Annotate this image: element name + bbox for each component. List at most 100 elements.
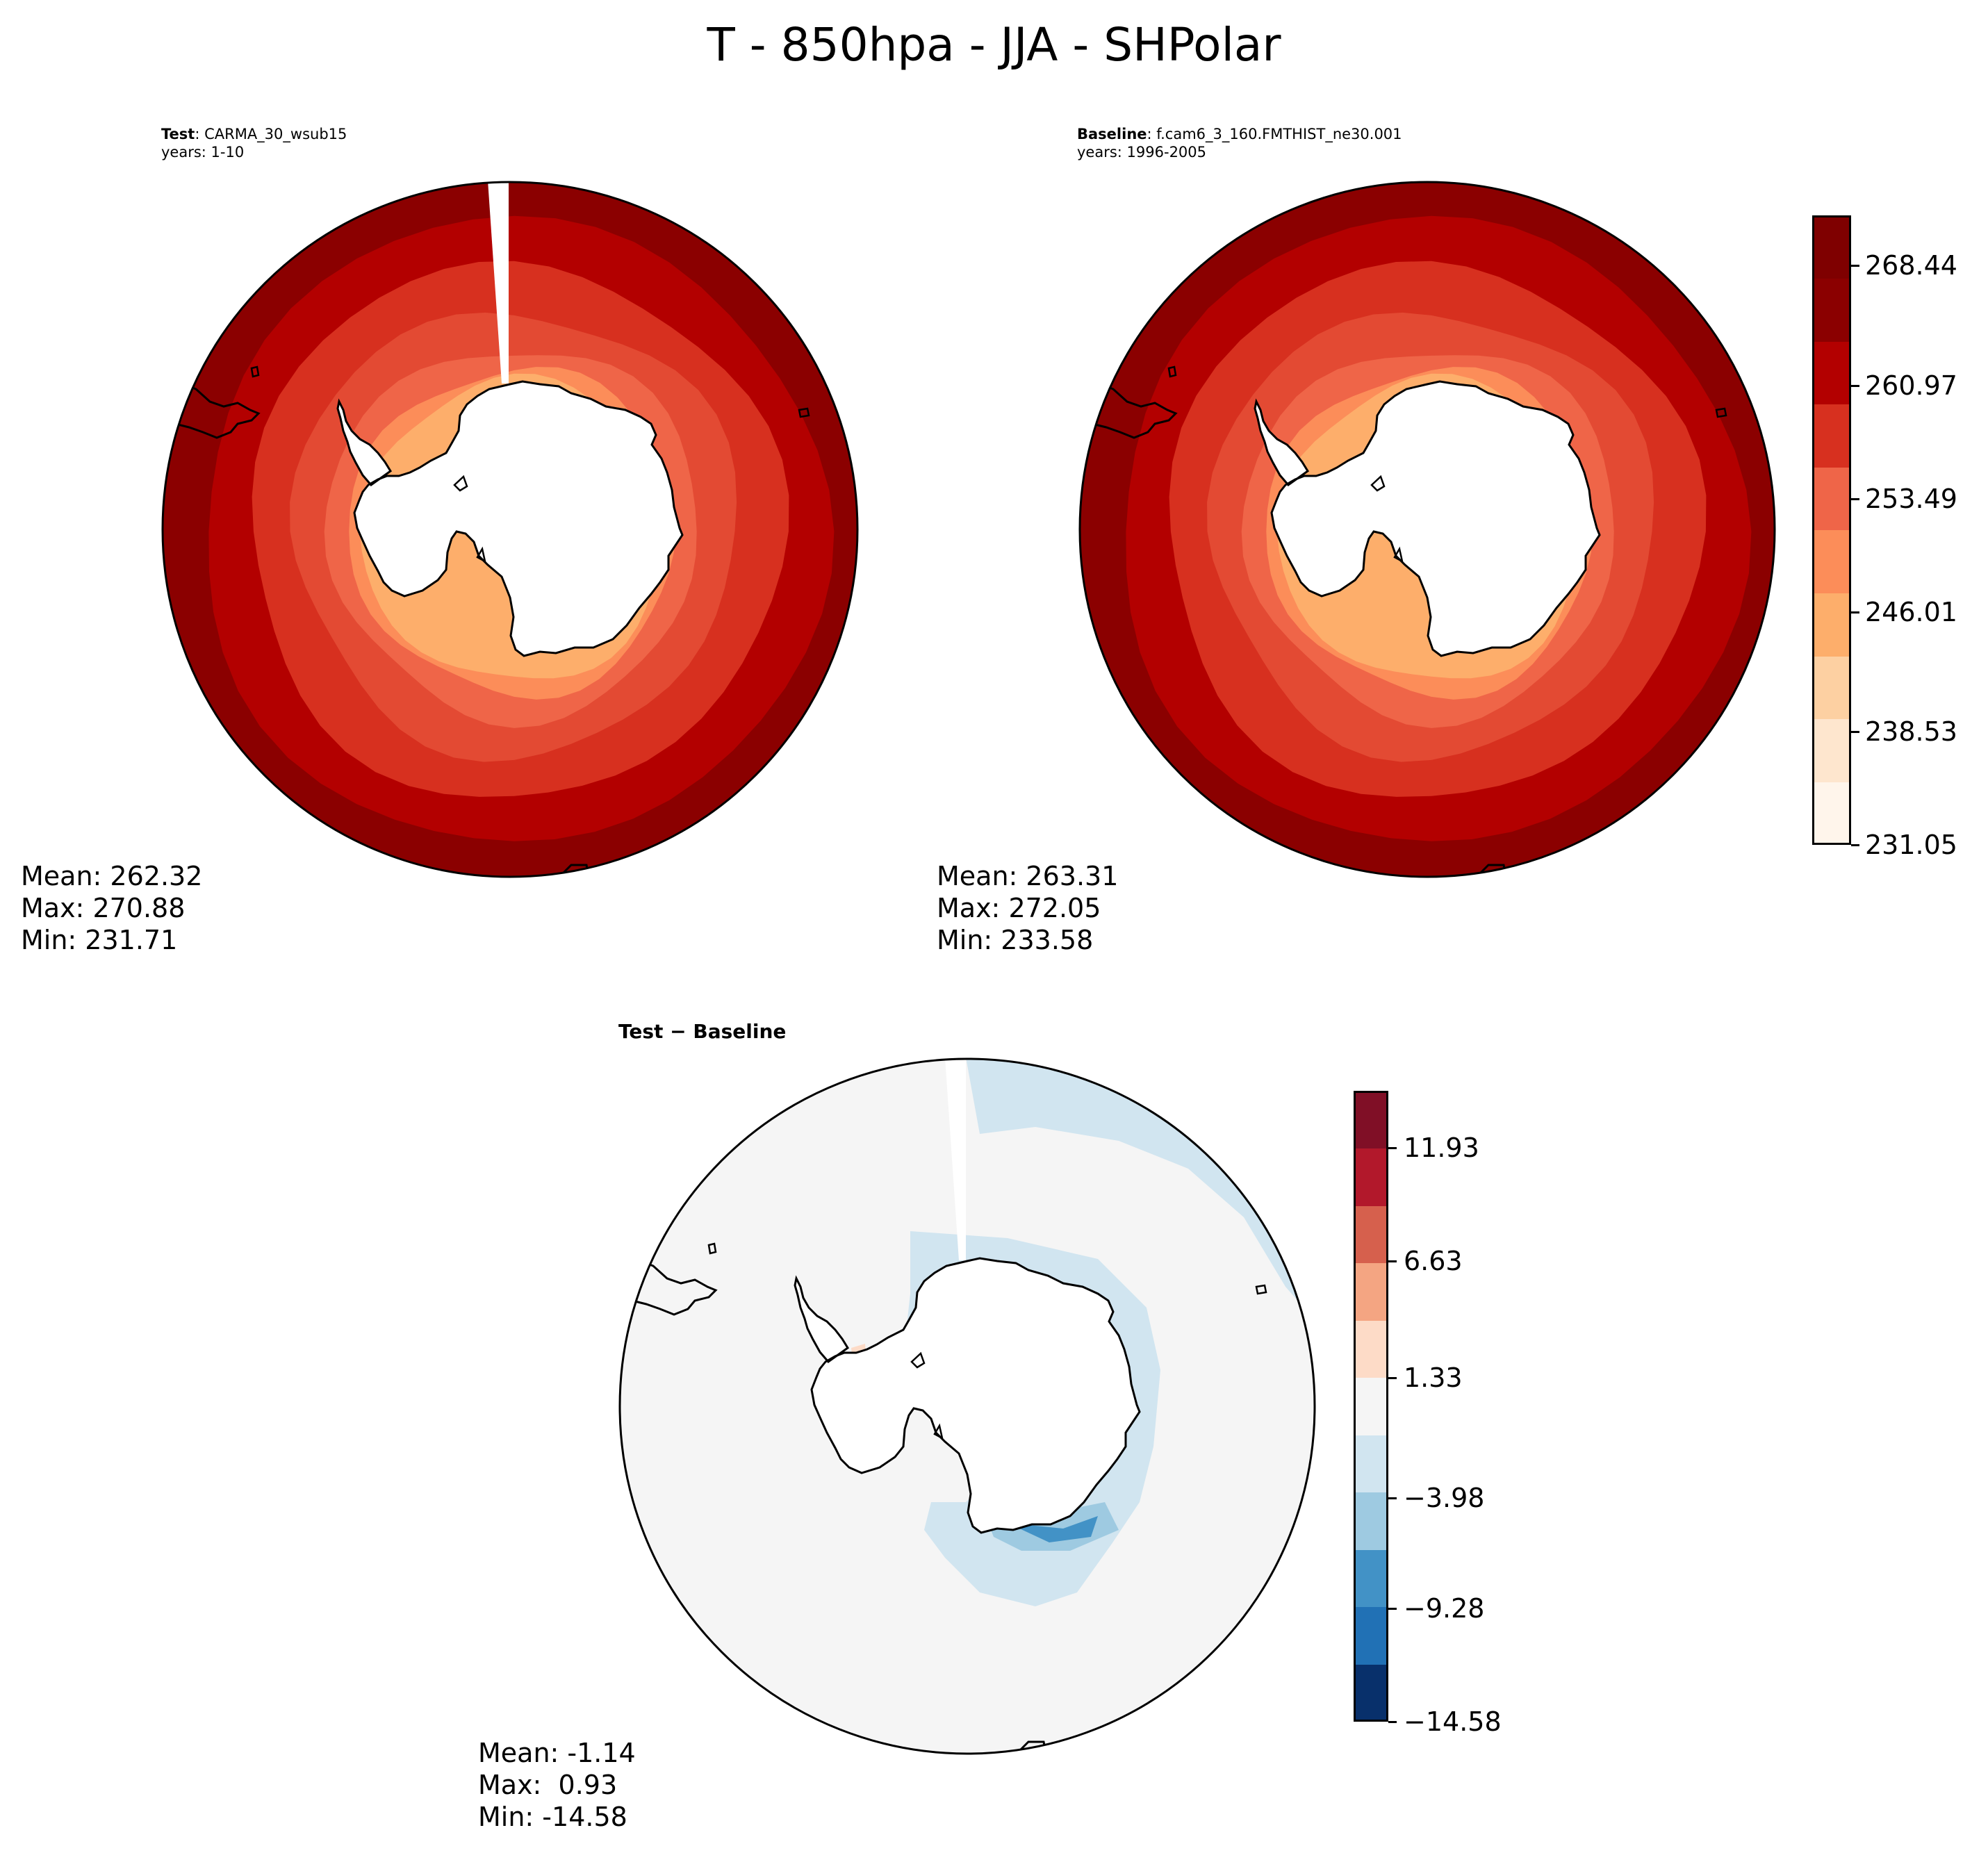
baseline-panel-label: Baseline: f.cam6_3_160.FMTHIST_ne30.001 … — [1077, 125, 1402, 161]
peninsula-coastline — [336, 398, 393, 487]
ice-shelf-island — [933, 1423, 944, 1440]
colorbar-frame — [1354, 1091, 1388, 1722]
colorbar-tick-mark — [1388, 1607, 1397, 1610]
south-america-coastline — [1080, 381, 1178, 439]
colorbar-swatch — [1812, 341, 1851, 405]
colorbar-tick-label: 246.01 — [1865, 596, 1957, 627]
colorbar-tick-mark — [1851, 265, 1859, 267]
figure-title: T - 850hpa - JJA - SHPolar — [707, 18, 1281, 72]
ice-shelf-island — [1370, 475, 1386, 492]
island-coastline — [1715, 407, 1727, 418]
missing-data-wedge — [945, 1059, 966, 1260]
antarctica-land — [812, 1258, 1140, 1533]
test-label-bold: Test — [161, 126, 195, 142]
colorbar-swatch — [1812, 782, 1851, 846]
peninsula-coastline — [794, 1275, 850, 1364]
antarctica-coastline — [810, 1257, 1141, 1534]
test-stat-mean: Mean: 262.32 — [21, 861, 203, 891]
antarctic-peninsula-land — [1255, 402, 1308, 485]
test-stat-max: Max: 270.88 — [21, 893, 186, 923]
colorbar-tick-mark — [1851, 611, 1859, 613]
map-boundary — [161, 181, 859, 878]
colorbar-tick-label: 6.63 — [1404, 1246, 1463, 1277]
antarctic-peninsula-land — [338, 402, 391, 485]
test-polar-map — [161, 181, 859, 878]
colorbar-swatch — [1812, 593, 1851, 657]
colorbar-tick-label: 268.44 — [1865, 250, 1957, 281]
colorbar-swatch — [1812, 718, 1851, 782]
test-label-case: : CARMA_30_wsub15 — [195, 126, 347, 142]
colorbar-tick-mark — [1388, 1377, 1397, 1380]
baseline-stats: Mean: 263.31 Max: 272.05 Min: 233.58 — [937, 860, 1118, 956]
colorbar-frame — [1812, 215, 1851, 845]
colorbar-tick-mark — [1851, 730, 1859, 733]
colorbar-swatch — [1354, 1148, 1388, 1206]
colorbar-tick-mark — [1851, 844, 1859, 846]
baseline-stat-min: Min: 233.58 — [937, 925, 1094, 955]
colorbar-swatch — [1354, 1606, 1388, 1665]
colorbar-tick-mark — [1388, 1721, 1397, 1723]
map-fill-group — [1080, 182, 1775, 877]
colorbar-tick-label: 260.97 — [1865, 370, 1957, 401]
ice-shelf-island — [910, 1351, 926, 1369]
test-panel-label: Test: CARMA_30_wsub15 years: 1-10 — [161, 125, 347, 161]
diff-colorbar — [1354, 1091, 1388, 1722]
colorbar-swatch — [1812, 215, 1851, 279]
colorbar-tick-label: 238.53 — [1865, 716, 1957, 747]
diff-stat-mean: Mean: -1.14 — [478, 1738, 636, 1768]
map-fill-group — [620, 1059, 1315, 1754]
colorbar-tick-label: −9.28 — [1404, 1592, 1485, 1624]
diff-strong-cooling — [1008, 1516, 1098, 1542]
baseline-label-bold: Baseline — [1077, 126, 1147, 142]
map-boundary — [618, 1057, 1316, 1755]
island-coastline — [707, 1242, 717, 1255]
antarctica-land — [354, 381, 682, 656]
baseline-stat-mean: Mean: 263.31 — [937, 861, 1119, 891]
baseline-label-case: : f.cam6_3_160.FMTHIST_ne30.001 — [1147, 126, 1402, 142]
test-stat-min: Min: 231.71 — [21, 925, 178, 955]
colorbar-tick-mark — [1388, 1260, 1397, 1263]
colorbar-swatch — [1354, 1320, 1388, 1378]
test-stats: Mean: 262.32 Max: 270.88 Min: 231.71 — [21, 860, 202, 956]
diff-stat-min: Min: -14.58 — [478, 1802, 627, 1832]
colorbar-swatch — [1812, 467, 1851, 531]
colorbar-tick-mark — [1388, 1146, 1397, 1149]
colorbar-tick-mark — [1851, 384, 1859, 387]
south-america-coastline — [620, 1258, 718, 1316]
colorbar-swatch — [1354, 1377, 1388, 1435]
diff-stats: Mean: -1.14 Max: 0.93 Min: -14.58 — [478, 1737, 636, 1833]
colorbar-swatch — [1354, 1091, 1388, 1149]
ice-shelf-island — [1393, 546, 1404, 563]
island-coastline — [1255, 1284, 1267, 1295]
south-america-coastline — [163, 381, 261, 439]
baseline-polar-map — [1078, 181, 1776, 878]
colorbar-tick-label: 1.33 — [1404, 1362, 1463, 1394]
missing-data-wedge — [488, 182, 509, 384]
colorbar-tick-label: 231.05 — [1865, 830, 1957, 860]
antarctic-peninsula-land — [795, 1278, 848, 1362]
colorbar-tick-mark — [1851, 497, 1859, 500]
colorbar-swatch — [1354, 1492, 1388, 1550]
colorbar-swatch — [1812, 530, 1851, 594]
diff-polar-map — [618, 1057, 1316, 1755]
island-coastline — [798, 407, 810, 418]
ice-shelf-island — [476, 546, 486, 563]
diff-stat-max: Max: 0.93 — [478, 1770, 618, 1800]
antarctica-coastline — [353, 380, 684, 657]
colorbar-tick-mark — [1388, 1497, 1397, 1499]
antarctica-coastline — [1270, 380, 1601, 657]
colorbar-swatch — [1354, 1664, 1388, 1722]
colorbar-swatch — [1812, 656, 1851, 720]
colorbar-swatch — [1354, 1205, 1388, 1264]
colorbar-swatch — [1354, 1262, 1388, 1321]
colorbar-tick-label: −3.98 — [1404, 1482, 1485, 1513]
island-coastline — [250, 365, 260, 378]
diff-panel-title: Test − Baseline — [618, 1020, 787, 1043]
colorbar-swatch — [1812, 404, 1851, 468]
antarctica-land — [1272, 381, 1600, 656]
colorbar-swatch — [1354, 1435, 1388, 1493]
main-colorbar — [1812, 215, 1851, 846]
test-years: years: 1-10 — [161, 144, 245, 160]
colorbar-swatch — [1354, 1549, 1388, 1608]
map-fill-group — [163, 182, 857, 877]
